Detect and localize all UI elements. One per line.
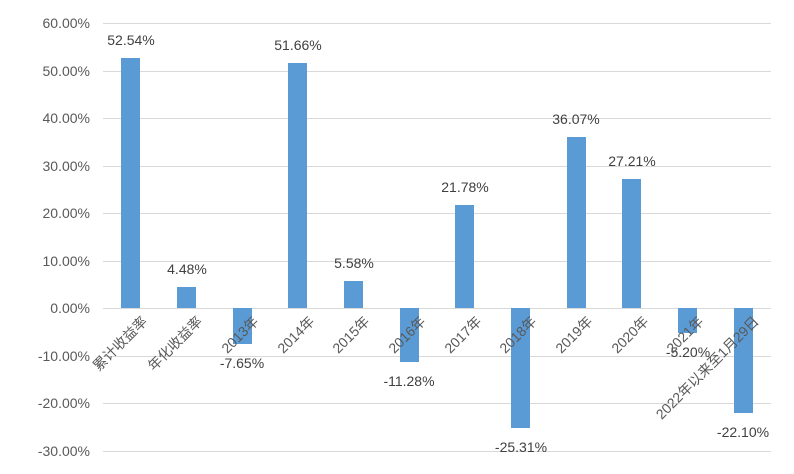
y-axis-tick-label: 10.00% <box>42 253 90 269</box>
chart-bar <box>734 308 753 413</box>
y-axis-tick-label: 20.00% <box>42 205 90 221</box>
chart-bar <box>344 281 363 308</box>
chart-bar <box>400 308 419 362</box>
chart-bar <box>455 205 474 308</box>
gridline <box>103 356 771 357</box>
data-label: -11.28% <box>383 373 435 389</box>
chart-bar <box>233 308 252 344</box>
chart-bar <box>288 63 307 308</box>
data-label: 36.07% <box>552 111 600 127</box>
chart-bar <box>177 287 196 308</box>
x-axis-category-label: 2014年 <box>274 313 318 357</box>
y-axis-tick-label: 40.00% <box>42 110 90 126</box>
data-label: 4.48% <box>167 261 207 277</box>
gridline <box>103 451 771 452</box>
data-label: 5.58% <box>334 255 374 271</box>
y-axis-tick-label: 60.00% <box>42 15 90 31</box>
data-label: 21.78% <box>441 179 489 195</box>
gridline <box>103 261 771 262</box>
gridline <box>103 166 771 167</box>
chart-bar <box>511 308 530 428</box>
x-axis-category-label: 2017年 <box>441 313 485 357</box>
y-axis-tick-label: -10.00% <box>37 348 90 364</box>
data-label: -22.10% <box>716 424 770 440</box>
x-axis-category-label: 2015年 <box>329 313 373 357</box>
y-axis-tick-label: 0.00% <box>50 300 90 316</box>
gridline <box>103 308 771 309</box>
chart-bar <box>121 58 140 308</box>
data-label: -25.31% <box>494 439 548 455</box>
gridline <box>103 213 771 214</box>
gridline <box>103 23 771 24</box>
data-label: 52.54% <box>107 32 155 48</box>
data-label: -7.65% <box>219 355 265 371</box>
chart-bar <box>678 308 697 333</box>
x-axis-category-label: 累计收益率 <box>89 313 151 374</box>
chart-bar <box>567 137 586 308</box>
gridline <box>103 403 771 404</box>
y-axis-tick-label: -20.00% <box>37 395 90 411</box>
chart-bar <box>622 179 641 308</box>
data-label: 27.21% <box>608 153 656 169</box>
gridline <box>103 118 771 119</box>
data-label: -5.20% <box>665 344 711 360</box>
data-label: 51.66% <box>274 37 322 53</box>
y-axis-tick-label: 50.00% <box>42 63 90 79</box>
x-axis-category-label: 2019年 <box>552 313 596 357</box>
y-axis-tick-label: 30.00% <box>42 158 90 174</box>
gridline <box>103 71 771 72</box>
y-axis-tick-label: -30.00% <box>37 443 90 459</box>
